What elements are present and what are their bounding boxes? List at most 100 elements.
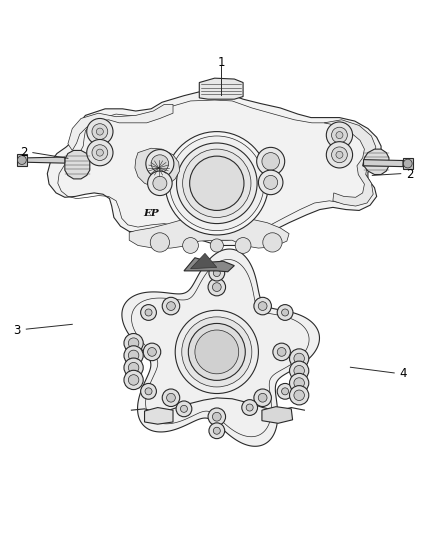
Text: 2: 2 — [20, 146, 28, 159]
Circle shape — [145, 309, 152, 316]
Polygon shape — [65, 150, 90, 179]
Polygon shape — [26, 157, 65, 163]
Circle shape — [273, 343, 290, 361]
Circle shape — [254, 297, 272, 315]
Circle shape — [258, 393, 267, 402]
Circle shape — [146, 150, 174, 177]
Circle shape — [294, 378, 304, 388]
Polygon shape — [135, 148, 180, 187]
Circle shape — [290, 361, 309, 381]
Circle shape — [143, 343, 161, 361]
Polygon shape — [403, 158, 413, 169]
Circle shape — [195, 330, 239, 374]
Polygon shape — [262, 407, 293, 423]
Circle shape — [258, 170, 283, 195]
Circle shape — [332, 147, 347, 163]
Circle shape — [210, 239, 223, 252]
Circle shape — [180, 405, 187, 413]
Circle shape — [182, 317, 252, 387]
Circle shape — [148, 171, 172, 196]
Circle shape — [166, 302, 175, 310]
Circle shape — [332, 127, 347, 143]
Circle shape — [165, 132, 268, 235]
Polygon shape — [122, 249, 319, 446]
Circle shape — [145, 388, 152, 395]
Circle shape — [264, 175, 278, 189]
Text: 2: 2 — [406, 168, 413, 181]
Circle shape — [92, 145, 108, 160]
Circle shape — [162, 389, 180, 407]
Circle shape — [258, 302, 267, 310]
Circle shape — [153, 176, 167, 190]
Circle shape — [162, 297, 180, 315]
Circle shape — [277, 383, 293, 399]
Circle shape — [190, 156, 244, 211]
Circle shape — [277, 348, 286, 356]
Circle shape — [176, 401, 192, 417]
Polygon shape — [191, 253, 217, 269]
Circle shape — [170, 136, 264, 231]
Circle shape — [96, 149, 103, 156]
Circle shape — [128, 375, 139, 385]
Circle shape — [18, 156, 26, 165]
Polygon shape — [129, 213, 289, 248]
Circle shape — [294, 366, 304, 376]
Circle shape — [209, 423, 225, 439]
Circle shape — [175, 310, 258, 393]
Circle shape — [235, 238, 251, 253]
Text: 1: 1 — [217, 56, 225, 69]
Circle shape — [290, 386, 309, 405]
Circle shape — [336, 151, 343, 158]
Circle shape — [141, 383, 156, 399]
Circle shape — [277, 304, 293, 320]
Circle shape — [183, 238, 198, 253]
Circle shape — [294, 353, 304, 364]
Circle shape — [148, 348, 156, 356]
Circle shape — [213, 270, 220, 277]
Circle shape — [124, 358, 143, 377]
Circle shape — [87, 118, 113, 145]
Circle shape — [246, 404, 253, 411]
Circle shape — [128, 362, 139, 373]
Circle shape — [183, 149, 251, 217]
Circle shape — [87, 140, 113, 166]
Circle shape — [282, 309, 289, 316]
Circle shape — [128, 350, 139, 361]
Circle shape — [290, 374, 309, 393]
Polygon shape — [47, 91, 381, 246]
Circle shape — [92, 124, 108, 140]
Circle shape — [257, 147, 285, 175]
Polygon shape — [363, 149, 389, 174]
Circle shape — [326, 142, 353, 168]
Text: 3: 3 — [13, 324, 20, 336]
Circle shape — [212, 282, 221, 292]
Circle shape — [212, 413, 221, 421]
Circle shape — [403, 159, 412, 168]
Polygon shape — [324, 120, 376, 206]
Circle shape — [128, 338, 139, 349]
Circle shape — [208, 278, 226, 296]
Circle shape — [326, 122, 353, 148]
Circle shape — [96, 128, 103, 135]
Circle shape — [150, 233, 170, 252]
Circle shape — [124, 346, 143, 365]
Circle shape — [141, 304, 156, 320]
Circle shape — [208, 408, 226, 425]
Circle shape — [177, 143, 257, 223]
Circle shape — [282, 388, 289, 395]
Circle shape — [294, 390, 304, 400]
Circle shape — [254, 389, 272, 407]
Polygon shape — [184, 258, 234, 272]
Circle shape — [262, 152, 279, 170]
Circle shape — [188, 324, 245, 381]
Circle shape — [290, 349, 309, 368]
Circle shape — [263, 233, 282, 252]
Polygon shape — [145, 408, 173, 424]
Circle shape — [242, 400, 258, 415]
Polygon shape — [364, 159, 403, 167]
Polygon shape — [17, 155, 27, 166]
Circle shape — [213, 427, 220, 434]
Circle shape — [166, 393, 175, 402]
Text: EP: EP — [143, 209, 159, 219]
Circle shape — [151, 155, 169, 172]
